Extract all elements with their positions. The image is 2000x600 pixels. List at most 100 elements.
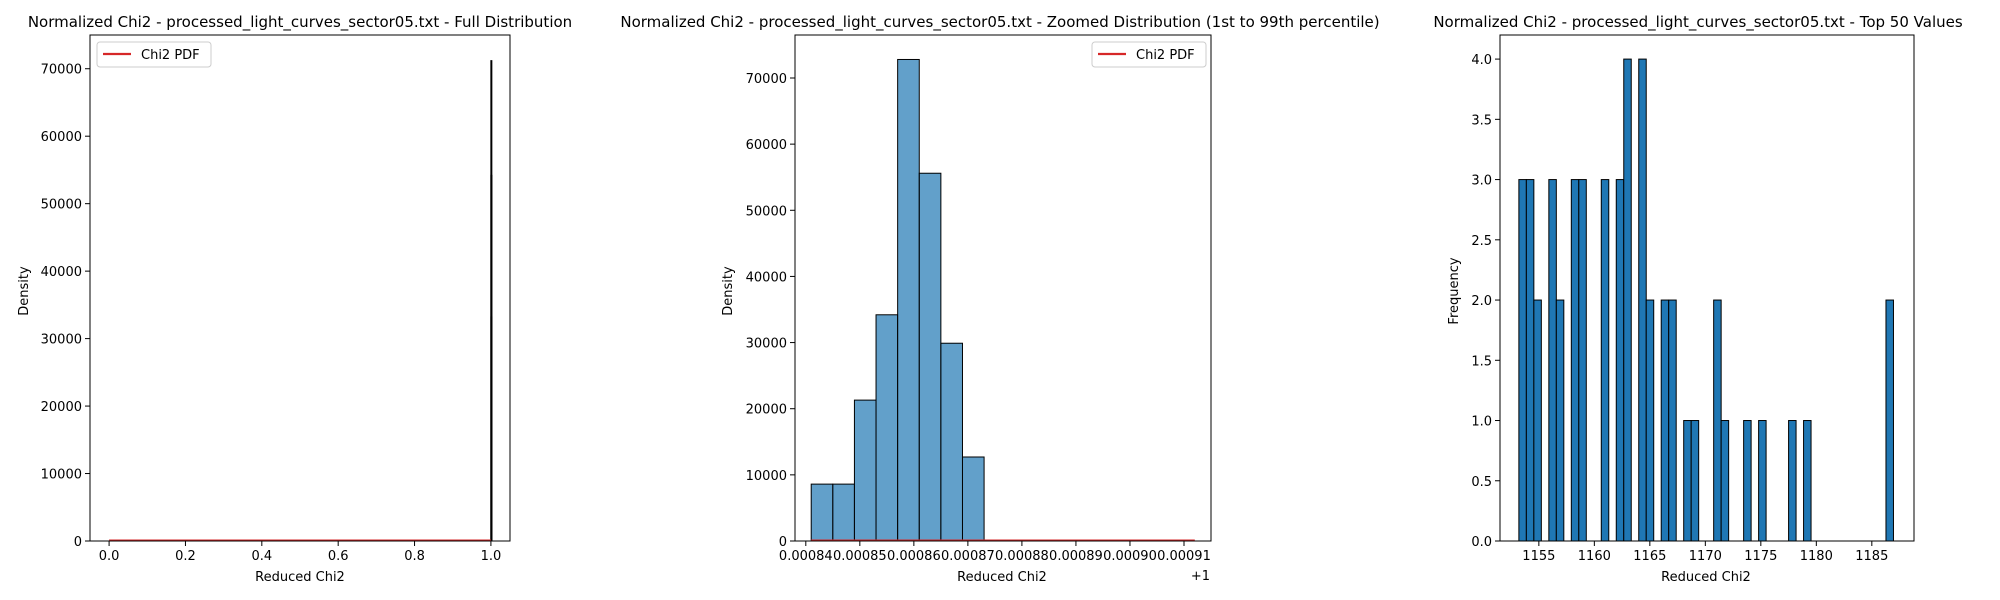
y-axis-ticks: 0.0 0.5 1.0 1.5 2.0 2.5 3.0 3.5 4.0 [1471,53,1500,550]
y-tick-label: 10000 [41,468,82,483]
histogram-bar [1743,420,1752,542]
x-tick-label: 1180 [1800,549,1833,564]
y-tick-label: 70000 [41,63,82,78]
histogram-bar [1788,420,1797,542]
y-tick-label: 4.0 [1471,53,1492,68]
y-axis-ticks: 0 10000 20000 30000 40000 50000 60000 70000 [746,72,795,550]
histogram-bar [1638,58,1647,542]
histogram-bar [918,172,942,542]
y-tick-label: 2.5 [1471,234,1492,249]
x-tick-label: 1155 [1522,549,1555,564]
y-tick-label: 3.5 [1471,113,1492,128]
histogram-bar [1668,299,1677,542]
histogram-bars [1518,58,1894,542]
histogram-bar [1623,58,1632,542]
histogram-bar [1548,179,1557,542]
histogram-bar [1570,179,1580,542]
y-tick-label: 20000 [41,400,82,415]
x-tick-label: 0.00084 [779,549,833,564]
histogram-bar [1713,299,1722,542]
y-tick-label: 70000 [746,72,787,87]
histogram-bar [490,316,493,542]
histogram-bar [1578,179,1587,542]
y-tick-label: 30000 [746,337,787,352]
x-axis-ticks: 0.0 0.2 0.4 0.6 0.8 1.0 [99,541,502,564]
y-tick-label: 40000 [41,265,82,280]
y-tick-label: 0.5 [1471,475,1492,490]
histogram-bar [1555,299,1565,542]
histogram-bar [875,314,899,542]
legend-label: Chi2 PDF [141,48,200,63]
histogram-bars [490,60,493,542]
x-tick-label: 0.00089 [1049,549,1103,564]
x-tick-label: 1170 [1689,549,1722,564]
y-tick-label: 60000 [41,130,82,145]
x-tick-label: 1.0 [481,549,502,564]
y-tick-label: 40000 [746,270,787,285]
chart-title: Normalized Chi2 - processed_light_curves… [28,13,572,32]
histogram-bar [1518,179,1527,542]
legend-box [1091,41,1207,68]
x-axis-label: Reduced Chi2 [255,570,345,585]
y-axis-label: Frequency [1447,257,1462,324]
x-axis-offset-label: +1 [1191,569,1210,584]
x-tick-label: 1165 [1633,549,1666,564]
x-tick-label: 1185 [1855,549,1888,564]
y-tick-label: 0 [74,535,82,550]
histogram-bar [897,58,920,542]
histogram-bar [1690,420,1700,542]
axes-frame [794,34,1212,542]
histogram-bar [1660,299,1670,542]
x-tick-label: 0.8 [404,549,425,564]
x-axis-label: Reduced Chi2 [957,570,1047,585]
x-tick-label: 0.0 [99,549,120,564]
histogram-bar [1720,420,1730,542]
x-tick-label: 0.00087 [941,549,995,564]
y-axis-label: Density [17,266,32,316]
y-tick-label: 2.0 [1471,294,1492,309]
histogram-bar [853,399,877,542]
x-tick-label: 0.6 [328,549,349,564]
histogram-bar [1885,299,1894,542]
y-tick-label: 0 [779,535,787,550]
x-tick-label: 0.00085 [833,549,887,564]
chart-title: Normalized Chi2 - processed_light_curves… [1433,13,1963,32]
axes-frame [1499,34,1915,542]
axes-frame [89,34,511,542]
histogram-bar [1758,420,1767,542]
legend-box [96,41,212,68]
x-axis-ticks: 0.00084 0.00085 0.00086 0.00087 0.00088 0.000… [779,541,1211,564]
histogram-bar [961,456,985,542]
y-tick-label: 3.0 [1471,174,1492,189]
y-tick-label: 0.0 [1471,535,1492,550]
x-tick-label: 0.00086 [887,549,941,564]
y-tick-label: 50000 [746,204,787,219]
histogram-bar [1803,420,1812,542]
x-tick-label: 0.00091 [1157,549,1211,564]
histogram-bar [1600,179,1610,542]
y-tick-label: 20000 [746,403,787,418]
histogram-bar [810,483,834,542]
histogram-bar [832,483,855,542]
histogram-bar [1615,179,1625,542]
panel-top-50-values: Normalized Chi2 - processed_light_curves… [1433,13,1963,585]
y-tick-label: 1.0 [1471,415,1492,430]
y-axis-label: Density [721,266,736,316]
legend: Chi2 PDF [96,41,212,68]
histogram-bar [940,342,963,542]
legend: Chi2 PDF [1091,41,1207,68]
y-tick-label: 10000 [746,469,787,484]
panel-zoomed-distribution: Normalized Chi2 - processed_light_curves… [620,13,1379,585]
legend-label: Chi2 PDF [1136,48,1195,63]
histogram-bar [1525,179,1535,542]
x-tick-label: 0.2 [175,549,196,564]
histogram-bar [1645,299,1655,542]
x-tick-label: 0.00088 [995,549,1049,564]
x-tick-label: 0.4 [251,549,272,564]
chart-title: Normalized Chi2 - processed_light_curves… [620,13,1379,32]
x-tick-label: 1160 [1578,549,1611,564]
histogram-bar [1683,420,1692,542]
x-tick-label: 1175 [1744,549,1777,564]
